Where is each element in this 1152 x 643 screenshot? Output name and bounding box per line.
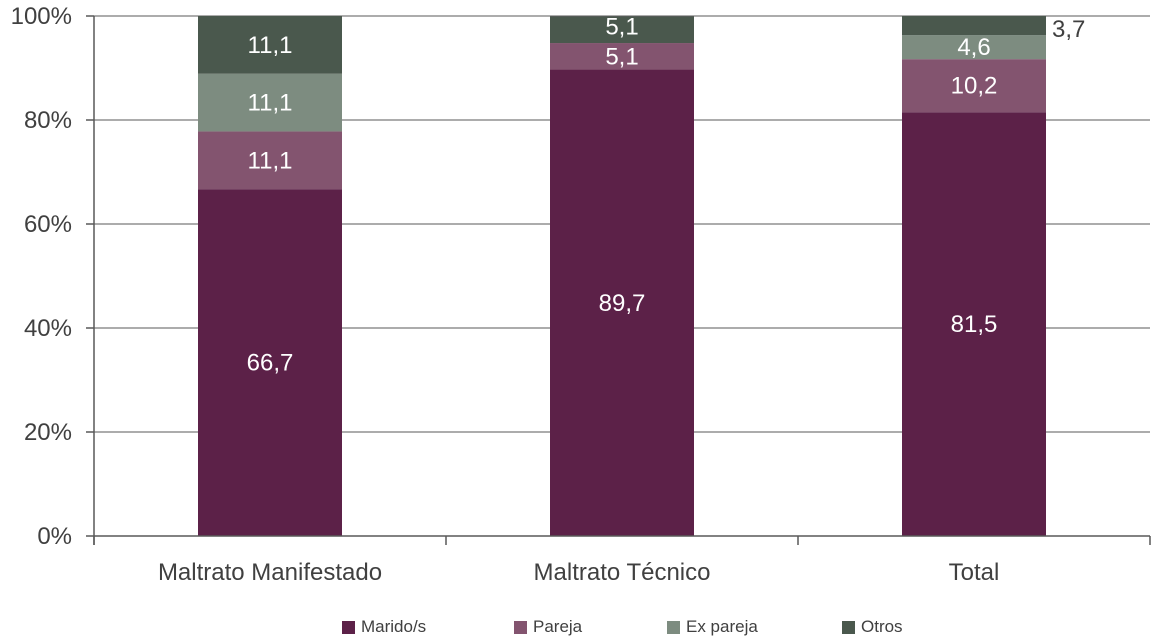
legend-label-pareja: Pareja	[533, 617, 583, 636]
legend-item-pareja: Pareja	[514, 617, 582, 637]
bar-segment	[550, 16, 694, 44]
data-label: 11,1	[248, 32, 293, 59]
legend-item-marido: Marido/s	[342, 617, 426, 637]
legend-swatch-ex-pareja	[667, 620, 680, 634]
bar-segment	[902, 35, 1046, 60]
data-label: 11,1	[248, 147, 293, 174]
y-tick-label: 100%	[11, 3, 72, 30]
y-tick-label: 60%	[24, 211, 72, 238]
bar-segment	[198, 189, 342, 536]
bar-segment	[198, 73, 342, 132]
data-label: 5,1	[605, 43, 638, 70]
data-label: 89,7	[599, 290, 646, 317]
data-label: 66,7	[247, 350, 294, 377]
bar-segment	[198, 16, 342, 74]
legend-item-ex-pareja: Ex pareja	[667, 617, 758, 637]
data-label: 10,2	[951, 73, 998, 100]
legend-item-otros: Otros	[842, 617, 903, 637]
x-category-label: Maltrato Manifestado	[158, 559, 382, 586]
bar-segment	[550, 69, 694, 536]
legend: Marido/s Pareja Ex pareja Otros	[0, 617, 1152, 641]
legend-label-otros: Otros	[861, 617, 903, 636]
x-category-label: Maltrato Técnico	[534, 559, 711, 586]
bar-segment	[550, 43, 694, 70]
data-label: 3,7	[1052, 16, 1085, 43]
data-label: 4,6	[957, 34, 990, 61]
legend-swatch-marido	[342, 620, 355, 634]
bar-segment	[198, 131, 342, 190]
bar-segment	[902, 59, 1046, 113]
y-tick-label: 20%	[24, 419, 72, 446]
legend-label-ex-pareja: Ex pareja	[686, 617, 758, 636]
bar-segment	[902, 16, 1046, 36]
legend-swatch-pareja	[514, 620, 527, 634]
x-category-label: Total	[949, 559, 1000, 586]
legend-swatch-otros	[842, 620, 855, 634]
legend-label-marido: Marido/s	[361, 617, 427, 636]
y-tick-label: 40%	[24, 315, 72, 342]
data-label: 81,5	[951, 311, 998, 338]
data-label: 5,1	[605, 14, 638, 41]
data-label: 11,1	[248, 90, 293, 117]
y-tick-label: 0%	[37, 523, 72, 550]
y-tick-label: 80%	[24, 107, 72, 134]
bar-segment	[902, 112, 1046, 536]
stacked-bar-chart: 0% 20% 40% 60% 80% 100% 66,7 11,1 11,1 11,1 89,7 5,…	[11, 3, 1151, 586]
